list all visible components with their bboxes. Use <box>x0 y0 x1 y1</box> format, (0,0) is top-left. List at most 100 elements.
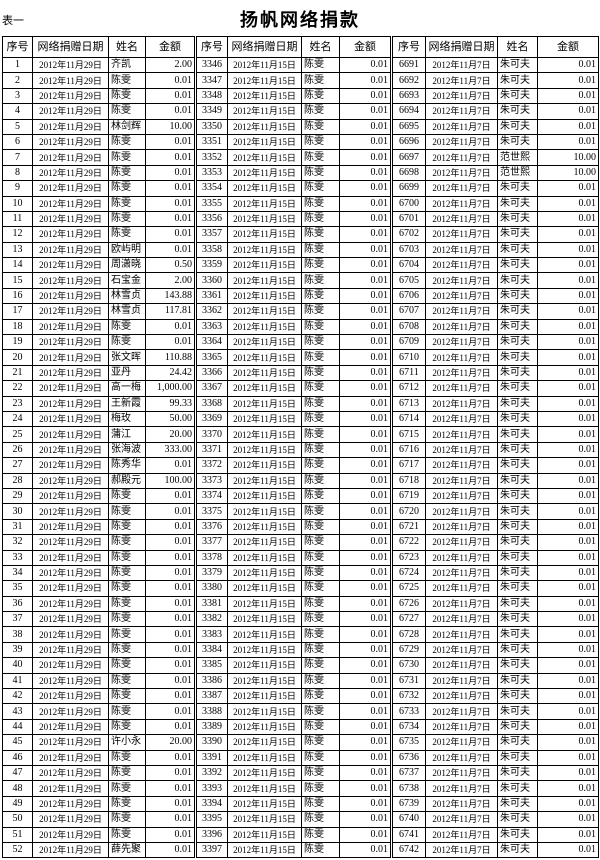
table-cell: 2012年11月15日 <box>227 580 302 597</box>
table-cell: 2012年11月15日 <box>227 72 302 89</box>
table-cell: 朱可夫 <box>497 826 538 843</box>
table-cell: 0.01 <box>537 503 599 520</box>
table-cell: 朱可夫 <box>497 103 538 120</box>
table-cell: 2012年11月7日 <box>425 688 498 705</box>
table-cell: 陈雯 <box>301 580 340 597</box>
table-cell: 朱可夫 <box>497 764 538 782</box>
table-cell: 2012年11月15日 <box>227 118 302 135</box>
table-cell: 0.01 <box>537 672 599 690</box>
table-cell: 6724 <box>390 564 426 582</box>
table-cell: 0.01 <box>537 410 599 428</box>
table-cell: 0.01 <box>145 195 196 212</box>
table-cell: 12 <box>2 226 33 243</box>
table-cell: 2012年11月7日 <box>425 611 498 628</box>
table-cell: 朱可夫 <box>497 734 538 751</box>
table-cell: 3387 <box>194 688 228 705</box>
table-cell: 50 <box>2 811 33 828</box>
table-cell: 3395 <box>194 811 228 828</box>
table-cell: 2012年11月7日 <box>425 657 498 674</box>
table-cell: 3397 <box>194 841 228 859</box>
table-cell: 30 <box>2 503 33 520</box>
table-cell: 陈雯 <box>301 103 340 120</box>
table-cell: 2012年11月15日 <box>227 595 302 613</box>
table-cell: 石宝金 <box>108 272 146 289</box>
table-cell: 0.01 <box>145 564 196 582</box>
table-cell: 0.01 <box>339 364 392 382</box>
table-cell: 0.01 <box>145 611 196 628</box>
table-cell: 陈雯 <box>301 795 340 813</box>
table-cell: 2012年11月15日 <box>227 103 302 120</box>
table-cell: 林雪贞 <box>108 303 146 320</box>
table-cell: 陈雯 <box>301 718 340 736</box>
table-cell: 2012年11月7日 <box>425 241 498 259</box>
table-cell: 6719 <box>390 487 426 505</box>
table-cell: 2012年11月15日 <box>227 564 302 582</box>
table-cell: 15 <box>2 272 33 289</box>
table-cell: 陈雯 <box>108 580 146 597</box>
table-row: 31 2012年11月29日 陈雯 0.01 3376 2012年11月15日 陈雯 0.01… <box>2 518 599 536</box>
table-cell: 2012年11月29日 <box>32 703 109 720</box>
table-cell: 0.01 <box>339 611 392 628</box>
table-cell: 陈雯 <box>108 226 146 243</box>
table-cell: 2012年11月29日 <box>32 395 109 412</box>
table-cell: 3350 <box>194 118 228 135</box>
table-cell: 0.01 <box>339 718 392 736</box>
table-cell: 40 <box>2 657 33 674</box>
table-cell: 0.01 <box>145 133 196 151</box>
table-cell: 0.01 <box>145 626 196 643</box>
table-cell: 陈雯 <box>108 534 146 551</box>
table-cell: 0.01 <box>145 764 196 782</box>
table-cell: 0.01 <box>537 811 599 828</box>
table-row: 42 2012年11月29日 陈雯 0.01 3387 2012年11月15日 陈雯 0.01… <box>2 688 599 705</box>
table-cell: 0.01 <box>339 734 392 751</box>
table-cell: 陈雯 <box>301 133 340 151</box>
table-cell: 朱可夫 <box>497 426 538 443</box>
table-cell: 0.01 <box>145 718 196 736</box>
table-cell: 陈雯 <box>301 72 340 89</box>
table-cell: 陈雯 <box>301 380 340 397</box>
table-cell: 0.01 <box>339 226 392 243</box>
table-cell: 6707 <box>390 303 426 320</box>
table-cell: 0.01 <box>537 534 599 551</box>
table-row: 32 2012年11月29日 陈雯 0.01 3377 2012年11月15日 陈雯 0.01… <box>2 534 599 551</box>
table-cell: 2012年11月29日 <box>32 734 109 751</box>
table-cell: 2012年11月29日 <box>32 426 109 443</box>
table-cell: 0.01 <box>145 103 196 120</box>
table-cell: 2012年11月7日 <box>425 72 498 89</box>
table-cell: 20.00 <box>145 734 196 751</box>
table-cell: 2012年11月7日 <box>425 149 498 166</box>
table-cell: 0.01 <box>145 503 196 520</box>
table-cell: 陈雯 <box>108 672 146 690</box>
table-cell: 陈雯 <box>108 641 146 659</box>
table-cell: 32 <box>2 534 33 551</box>
table-cell: 21 <box>2 364 33 382</box>
table-cell: 0.01 <box>537 641 599 659</box>
table-cell: 0.01 <box>339 672 392 690</box>
table-row: 36 2012年11月29日 陈雯 0.01 3381 2012年11月15日 陈雯 0.01… <box>2 595 599 613</box>
table-cell: 陈雯 <box>108 318 146 336</box>
table-cell: 陈雯 <box>301 441 340 459</box>
table-cell: 2012年11月15日 <box>227 410 302 428</box>
table-cell: 14 <box>2 257 33 274</box>
table-cell: 陈雯 <box>108 72 146 89</box>
table-cell: 6716 <box>390 441 426 459</box>
table-cell: 0.01 <box>339 826 392 843</box>
table-cell: 陈雯 <box>301 457 340 474</box>
table-row: 22 2012年11月29日 高一梅 1,000.00 3367 2012年11月15日陈… <box>2 380 599 397</box>
table-cell: 2012年11月7日 <box>425 56 498 74</box>
table-cell: 2012年11月15日 <box>227 334 302 351</box>
table-cell: 朱可夫 <box>497 56 538 74</box>
table-cell: 2012年11月7日 <box>425 764 498 782</box>
table-cell: 2012年11月29日 <box>32 180 109 197</box>
table-cell: 6733 <box>390 703 426 720</box>
table-cell: 朱可夫 <box>497 257 538 274</box>
table-cell: 蒲江 <box>108 426 146 443</box>
table-cell: 0.01 <box>339 503 392 520</box>
table-cell: 6727 <box>390 611 426 628</box>
table-cell: 0.01 <box>145 87 196 105</box>
table-cell: 0.01 <box>537 87 599 105</box>
table-cell: 陈雯 <box>108 133 146 151</box>
table-row: 40 2012年11月29日 陈雯 0.01 3385 2012年11月15日 陈雯 0.01… <box>2 657 599 674</box>
table-cell: 2012年11月29日 <box>32 657 109 674</box>
table-cell: 0.01 <box>339 195 392 212</box>
